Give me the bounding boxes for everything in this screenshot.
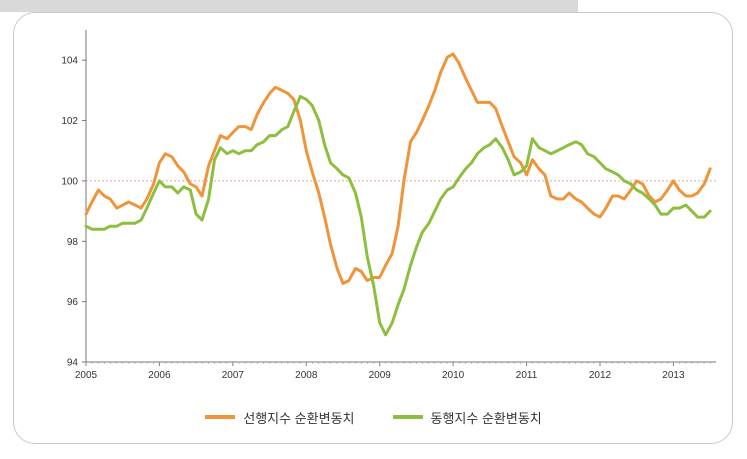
legend-label-leading: 선행지수 순환변동치: [243, 410, 355, 426]
y-tick-label: 94: [67, 358, 79, 369]
x-tick-label: 2012: [589, 370, 612, 381]
y-tick-label: 98: [67, 237, 79, 248]
x-tick-label: 2009: [369, 370, 392, 381]
chart-legend: 선행지수 순환변동치 동행지수 순환변동치: [0, 405, 747, 429]
x-tick-label: 2006: [148, 370, 171, 381]
x-tick-label: 2008: [295, 370, 318, 381]
coincident-index-line: [84, 94, 712, 337]
x-tick-label: 2005: [75, 370, 98, 381]
legend-label-coincident: 동행지수 순환변동치: [430, 410, 542, 426]
legend-item-coincident: 동행지수 순환변동치: [392, 408, 542, 427]
legend-swatch-leading: [205, 415, 236, 419]
x-tick-label: 2007: [222, 370, 245, 381]
y-tick-label: 100: [61, 176, 78, 187]
chart-frame: [13, 12, 733, 444]
legend-item-leading: 선행지수 순환변동치: [205, 408, 355, 427]
y-tick-label: 104: [61, 56, 78, 67]
y-tick-label: 96: [67, 297, 79, 308]
x-tick-label: 2011: [516, 370, 538, 381]
y-tick-label: 102: [61, 116, 78, 127]
header-band: [0, 0, 578, 12]
chart-series: [84, 52, 712, 337]
chart-axes: 94 96 98 100 102 104 2005 2006 2007 2008 2009 2010 2…: [61, 30, 716, 381]
x-tick-label: 2013: [662, 370, 685, 381]
leading-index-line: [84, 52, 712, 285]
x-tick-label: 2010: [442, 370, 465, 381]
legend-swatch-coincident: [392, 415, 423, 419]
